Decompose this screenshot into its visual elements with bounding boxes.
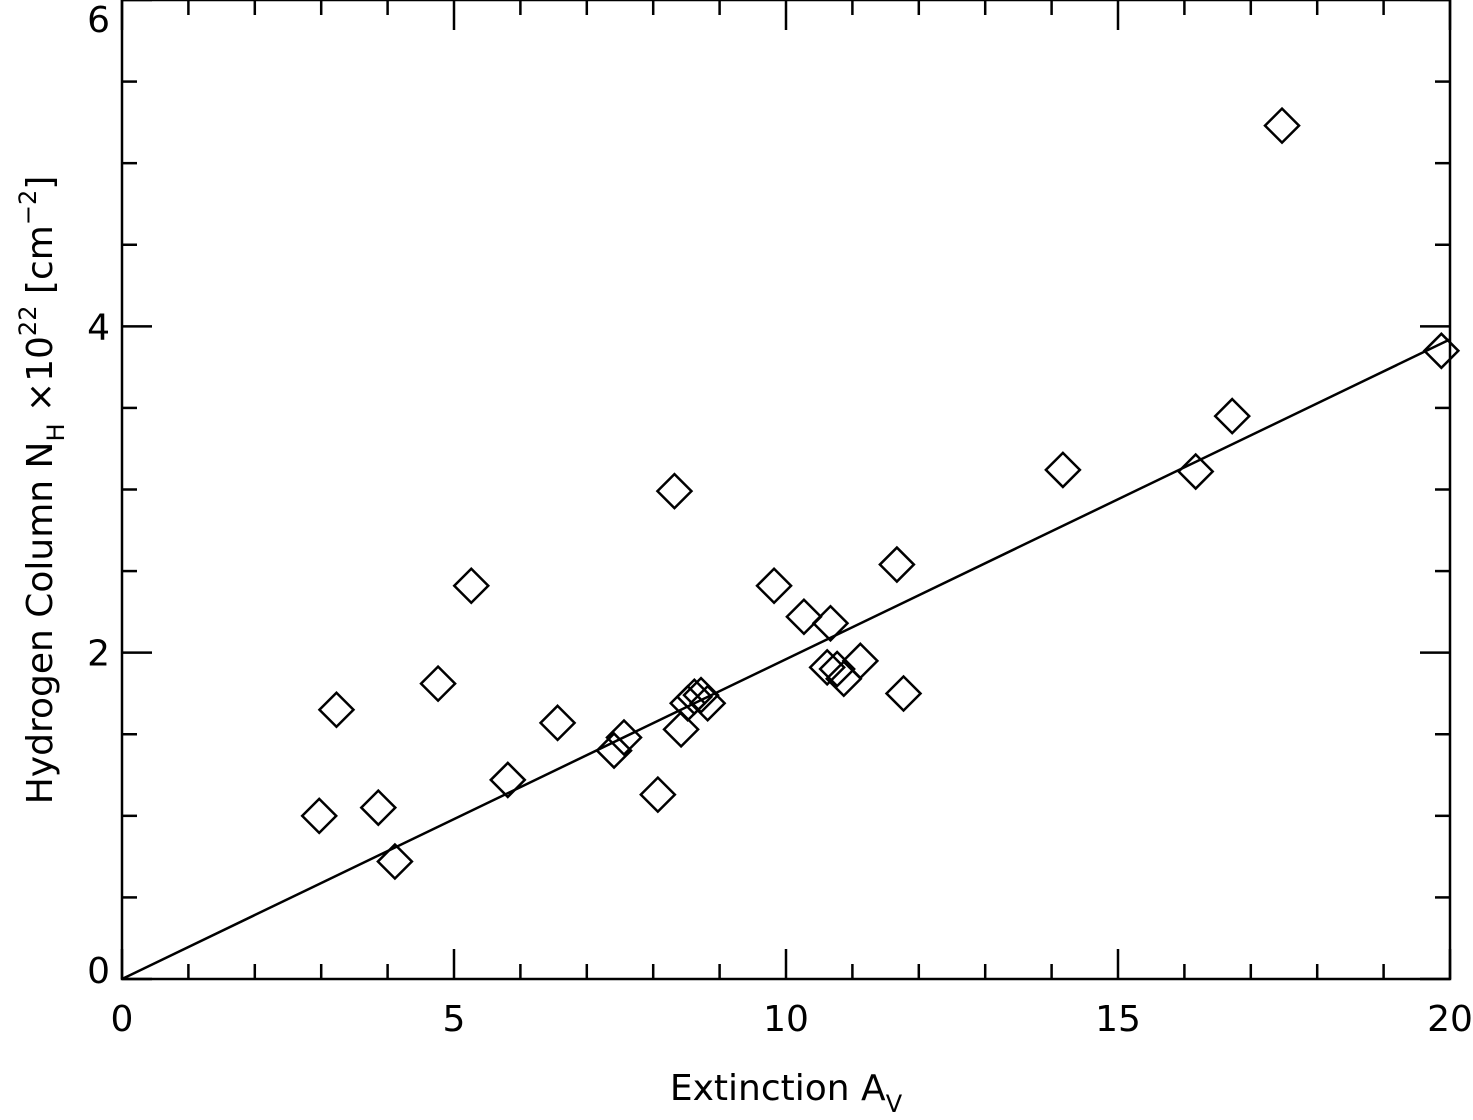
data-point [662, 710, 700, 749]
y-axis-title: Hydrogen Column NH ×1022 [cm−2] [14, 176, 70, 805]
y-tick-label: 6 [87, 0, 110, 41]
data-point [811, 604, 850, 643]
data-point [489, 761, 527, 799]
data-point [359, 788, 398, 827]
y-axis-title-sub: H [42, 423, 70, 441]
data-point [785, 598, 823, 636]
data-point [452, 567, 491, 605]
data-point [317, 691, 356, 729]
y-tick-label: 0 [87, 951, 110, 992]
y-axis-title-exp: 22 [14, 306, 42, 337]
data-point [655, 472, 694, 510]
data-point [639, 775, 677, 814]
data-points [300, 106, 1461, 881]
data-point [755, 567, 793, 605]
y-tick-label: 4 [87, 307, 110, 348]
data-point [808, 648, 846, 687]
data-point [376, 842, 414, 881]
x-tick-label: 0 [111, 999, 134, 1040]
data-point [688, 684, 727, 723]
y-axis-title-part3: [cm [20, 225, 61, 305]
data-point [1176, 452, 1215, 491]
data-point [595, 731, 633, 770]
y-axis-title-exp2: −2 [14, 190, 42, 225]
x-axis-title-main: Extinction A [670, 1068, 886, 1109]
data-point [1422, 332, 1461, 370]
fit-line [121, 338, 1451, 981]
data-point [668, 684, 707, 723]
tick-labels: 0 5 10 15 20 0 2 4 6 [87, 0, 1473, 1040]
x-tick-label: 15 [1095, 999, 1141, 1040]
data-point [878, 545, 916, 584]
data-point [419, 664, 457, 703]
x-axis-title-sub: V [886, 1090, 903, 1118]
data-point [605, 718, 643, 757]
data-point [1213, 397, 1251, 435]
data-point [818, 650, 856, 688]
y-axis-title-part2: ×10 [20, 336, 61, 423]
x-axis-title: Extinction AV [670, 1068, 903, 1118]
data-point [675, 677, 714, 716]
x-tick-label: 10 [763, 999, 809, 1040]
data-point [884, 674, 923, 713]
data-point [841, 642, 880, 680]
data-point [300, 797, 338, 835]
data-point [538, 704, 577, 742]
x-tick-label: 5 [443, 999, 466, 1040]
y-axis-title-part4: ] [20, 176, 61, 190]
x-tick-label: 20 [1427, 999, 1473, 1040]
y-axis-title-part1: Hydrogen Column N [20, 442, 61, 805]
data-point [1044, 451, 1082, 489]
axis-ticks [120, 0, 1452, 981]
y-tick-label: 2 [87, 634, 110, 675]
data-point [1263, 106, 1301, 145]
